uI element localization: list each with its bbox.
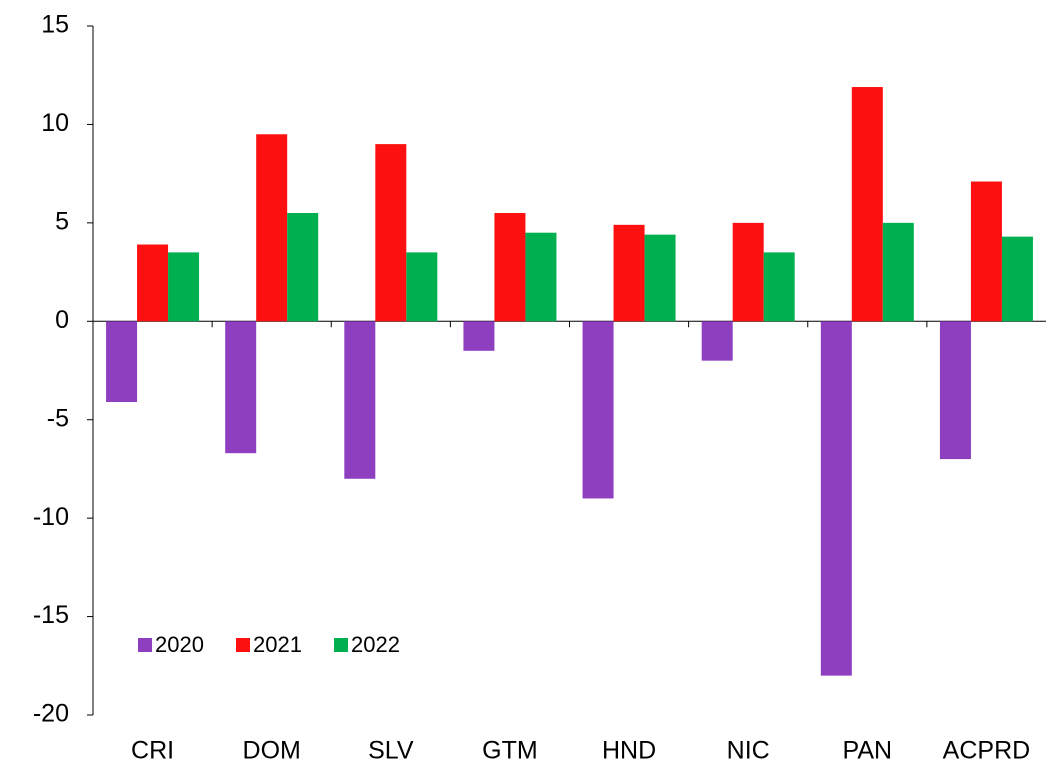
y-tick-label: 5 bbox=[55, 207, 69, 235]
bar bbox=[406, 252, 438, 322]
bar bbox=[582, 321, 614, 499]
bar bbox=[375, 144, 407, 322]
bar bbox=[644, 234, 676, 322]
x-tick-label: DOM bbox=[243, 737, 301, 765]
legend-swatch bbox=[236, 638, 250, 652]
x-tick-label: PAN bbox=[843, 737, 893, 765]
legend-label: 2020 bbox=[155, 632, 204, 657]
bar bbox=[882, 222, 914, 322]
legend-label: 2022 bbox=[351, 632, 400, 657]
bar bbox=[732, 222, 764, 322]
x-tick-label: CRI bbox=[131, 737, 174, 765]
x-tick-label: GTM bbox=[482, 737, 538, 765]
y-tick-label: -15 bbox=[33, 601, 69, 629]
bar bbox=[613, 224, 645, 322]
bar bbox=[137, 244, 169, 322]
bar bbox=[494, 213, 526, 322]
bar bbox=[820, 321, 852, 676]
bar bbox=[525, 232, 557, 322]
y-tick-label: -20 bbox=[33, 700, 69, 728]
x-tick-label: HND bbox=[602, 737, 656, 765]
bar bbox=[463, 321, 495, 351]
bar bbox=[287, 213, 319, 322]
bar bbox=[168, 252, 200, 322]
bar bbox=[106, 321, 138, 402]
bar bbox=[970, 181, 1002, 322]
legend-label: 2021 bbox=[253, 632, 302, 657]
y-tick-label: 10 bbox=[41, 109, 69, 137]
bar bbox=[939, 321, 971, 460]
bar bbox=[256, 134, 288, 322]
bar bbox=[1001, 236, 1033, 322]
x-tick-label: SLV bbox=[368, 737, 414, 765]
legend-swatch bbox=[138, 638, 152, 652]
bar bbox=[701, 321, 733, 361]
bar bbox=[851, 87, 883, 322]
y-tick-label: 0 bbox=[55, 306, 69, 334]
x-tick-label: ACPRD bbox=[943, 737, 1031, 765]
bar bbox=[225, 321, 257, 454]
y-tick-label: -10 bbox=[33, 503, 69, 531]
bar bbox=[344, 321, 376, 479]
y-tick-label: 15 bbox=[41, 11, 69, 39]
y-tick-label: -5 bbox=[47, 404, 69, 432]
legend-swatch bbox=[334, 638, 348, 652]
x-tick-label: NIC bbox=[727, 737, 770, 765]
bar bbox=[763, 252, 795, 322]
